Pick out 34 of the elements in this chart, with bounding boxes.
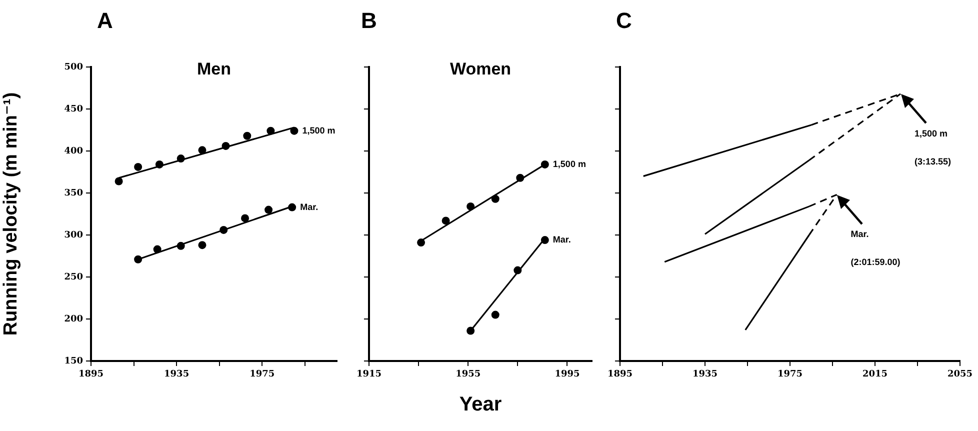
x-tick-label: 1935: [164, 370, 190, 380]
text: C: [616, 8, 632, 34]
y-tick-label: 400: [64, 146, 83, 156]
y-tick-label: 200: [64, 314, 83, 324]
y-axis-title: Running velocity (m min⁻¹): [0, 92, 22, 336]
x-tick-label: 1975: [777, 370, 803, 380]
x-tick-label: 1915: [356, 370, 382, 380]
y-tick-label: 450: [64, 104, 83, 114]
series-label: 1,500 m: [552, 158, 586, 169]
text: B: [361, 8, 377, 34]
chart-title: Men: [197, 60, 231, 79]
text: A: [97, 8, 113, 34]
series-label: Mar.: [552, 234, 571, 245]
annotation: (2:01:59.00): [850, 257, 900, 268]
y-tick-label: 350: [64, 188, 83, 198]
x-tick-label: 1995: [554, 370, 580, 380]
chart-title: Women: [450, 60, 512, 79]
x-tick-label: 1975: [250, 370, 275, 380]
x-tick-label: 1895: [78, 370, 104, 380]
series-label: Mar.: [300, 202, 318, 212]
annotation: (3:13.55): [914, 156, 952, 166]
annotation: 1,500 m: [914, 128, 948, 138]
x-tick-label: 2015: [862, 370, 888, 380]
y-tick-label: 300: [64, 230, 83, 240]
x-tick-label: 1955: [456, 370, 481, 380]
annotation: Mar.: [850, 229, 869, 240]
x-axis-title: Year: [459, 394, 502, 416]
x-tick-label: 1895: [607, 370, 633, 380]
series-label: 1,500 m: [302, 125, 336, 136]
x-tick-label: 2055: [947, 370, 973, 380]
y-tick-label: 150: [64, 356, 83, 366]
y-tick-label: 250: [64, 272, 83, 282]
x-tick-label: 1935: [692, 370, 718, 380]
y-tick-label: 500: [64, 62, 83, 72]
